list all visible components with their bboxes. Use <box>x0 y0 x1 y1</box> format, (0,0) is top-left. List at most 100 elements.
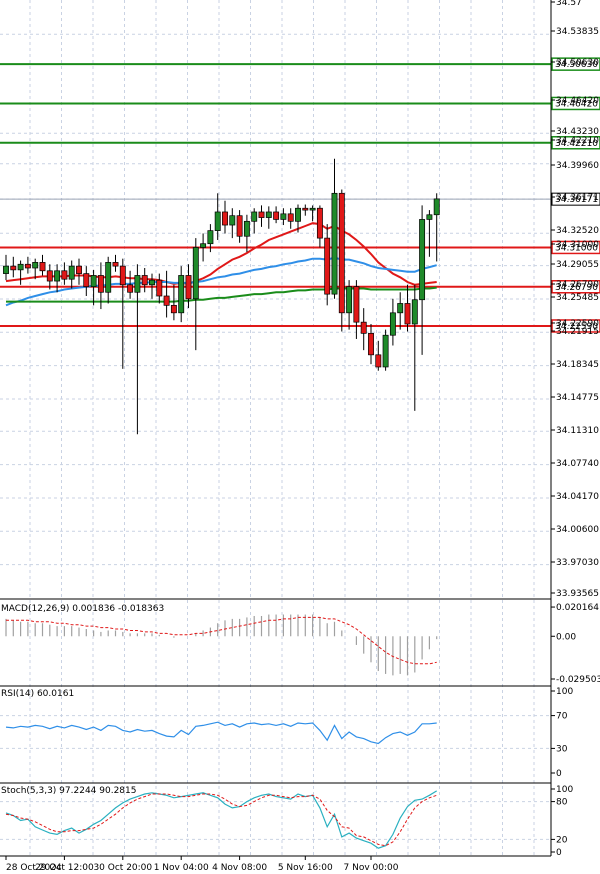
price-tick-label: 34.32520 <box>556 226 599 236</box>
candle <box>17 260 24 285</box>
candle <box>90 269 97 306</box>
price-level-tag: 34.42210 <box>551 136 600 150</box>
candle <box>54 264 61 293</box>
candle-body <box>112 262 119 267</box>
candle <box>32 258 39 280</box>
price-level-tag-box <box>551 280 600 294</box>
candle-body <box>200 243 207 248</box>
candle-body <box>433 198 440 216</box>
price-level-tag: 34.31000 <box>551 240 600 255</box>
candle <box>258 205 265 227</box>
candle <box>368 324 374 365</box>
candle <box>375 340 382 371</box>
price-tick-label: 34.53835 <box>556 27 599 37</box>
rsi-line <box>5 721 437 745</box>
candle-body <box>76 265 82 274</box>
indicator-tick-label: 0 <box>556 769 562 779</box>
candle <box>10 256 17 278</box>
panel-borders <box>0 598 551 857</box>
candle-body <box>141 275 148 286</box>
candle-body <box>397 303 404 314</box>
price-level-tag: 34.26790 <box>551 280 600 294</box>
price-level-tag: 34.50630 <box>551 57 600 71</box>
candle <box>39 254 46 276</box>
candle <box>24 256 31 274</box>
candle <box>214 193 221 240</box>
candle-body <box>17 263 24 271</box>
candle <box>309 205 316 222</box>
price-level-tag-box <box>551 57 600 71</box>
candle <box>134 264 141 435</box>
candle <box>207 224 214 253</box>
candle <box>68 260 75 289</box>
candle-body <box>273 211 280 220</box>
stoch-panel: Stoch(5,3,3) 97.2244 90.2815 <box>0 786 551 849</box>
price-tick-label: 34.57 <box>556 0 582 8</box>
candle-body <box>353 286 360 323</box>
candle <box>426 210 433 257</box>
candle <box>149 273 155 299</box>
candle <box>419 205 426 355</box>
price-level-tag: 34.46420 <box>551 96 600 111</box>
candle-body <box>178 275 185 314</box>
price-level-tag-box <box>551 96 600 111</box>
candle <box>265 206 272 229</box>
candle-body <box>287 213 294 222</box>
price-tick-label: 34.18345 <box>556 360 599 370</box>
price-panel[interactable]: 34.50630 34.46420 34.42210 34.31000 34.26790… <box>0 57 600 435</box>
candle-body <box>119 265 126 286</box>
horizontal-levels: 34.50630 34.46420 34.42210 34.31000 34.26790… <box>0 57 600 333</box>
moving-average-line <box>6 286 437 303</box>
candle-body <box>61 270 68 280</box>
candle <box>170 284 177 321</box>
candle-body <box>375 354 382 368</box>
rsi-title: RSI(14) 60.0161 <box>1 689 74 699</box>
candle-body <box>295 207 301 222</box>
stoch-d-line <box>5 793 437 847</box>
candle <box>316 205 323 248</box>
candle <box>404 284 411 332</box>
price-tick-label: 34.29055 <box>556 260 599 270</box>
candle <box>353 280 360 339</box>
candle-body <box>214 211 221 231</box>
price-tick-label: 33.97030 <box>556 558 599 568</box>
candle <box>192 238 199 351</box>
candle-body <box>170 304 177 314</box>
candle-body <box>368 333 374 356</box>
candle-body <box>10 265 17 271</box>
current-price-tag-box <box>551 192 600 206</box>
indicator-tick-label: 20 <box>556 835 568 845</box>
candle-body <box>411 299 418 325</box>
candle <box>346 280 353 330</box>
candle <box>243 214 250 253</box>
price-level-tag-label: 34.50630 <box>555 60 598 70</box>
candle-body <box>90 275 97 288</box>
price-tick-label: 34.50630 <box>556 58 599 68</box>
candle-body <box>149 279 155 286</box>
price-axis: 34.5734.5383534.5063034.4642034.4323034.… <box>550 0 600 858</box>
moving-averages <box>5 222 437 307</box>
price-tick-label: 34.46420 <box>556 96 599 106</box>
candle-body <box>236 215 243 237</box>
price-level-tag-label: 34.26790 <box>555 283 598 293</box>
candle-body <box>419 219 426 301</box>
time-tick-label: 5 Nov 16:00 <box>278 863 333 873</box>
candle-body <box>316 207 323 239</box>
time-tick-label: 7 Nov 00:00 <box>344 863 399 873</box>
candle <box>302 204 309 216</box>
candle <box>331 158 338 299</box>
candle-body <box>185 275 192 300</box>
candle-body <box>24 263 31 269</box>
candle-body <box>309 207 316 211</box>
price-tick-label: 34.39960 <box>556 161 599 171</box>
candle <box>156 273 163 304</box>
candle <box>97 262 104 310</box>
stoch-k-line <box>5 790 438 849</box>
candle <box>222 200 228 234</box>
price-tick-label: 33.93565 <box>556 589 599 599</box>
candle <box>397 292 404 330</box>
time-tick-label: 4 Nov 08:00 <box>212 863 267 873</box>
indicator-tick-label: 80 <box>556 798 568 808</box>
